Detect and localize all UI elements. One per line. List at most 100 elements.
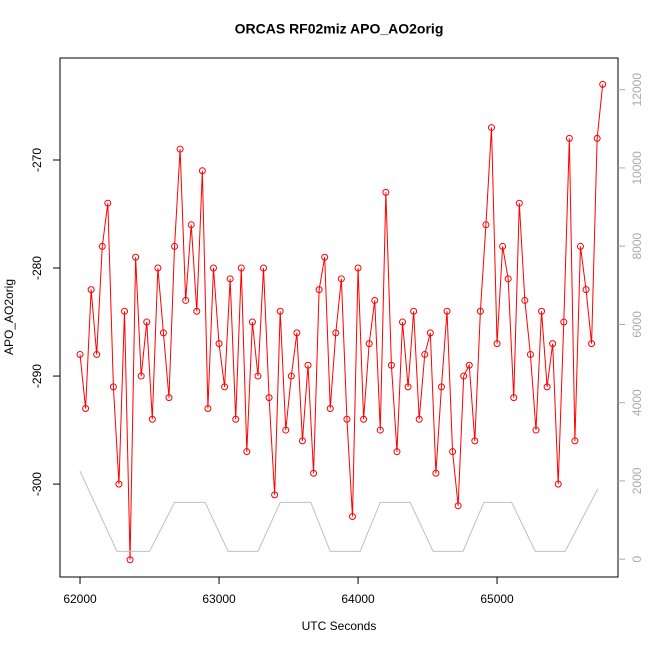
point <box>326 404 334 412</box>
point <box>243 448 251 456</box>
point <box>487 124 495 132</box>
x-tick-label: 63000 <box>202 592 236 606</box>
y2-tick-label: 0 <box>630 556 644 563</box>
point <box>565 134 573 142</box>
point <box>365 340 373 348</box>
point <box>554 480 562 488</box>
point <box>204 404 212 412</box>
y2-tick-label: 2000 <box>630 467 644 494</box>
point <box>254 372 262 380</box>
x-axis-label: UTC Seconds <box>302 619 377 633</box>
point <box>232 415 240 423</box>
point <box>98 242 106 250</box>
point <box>321 253 329 261</box>
point <box>410 307 418 315</box>
point <box>176 145 184 153</box>
point <box>437 383 445 391</box>
point <box>399 318 407 326</box>
point <box>287 372 295 380</box>
point <box>415 415 423 423</box>
point <box>310 469 318 477</box>
point <box>193 307 201 315</box>
point <box>449 448 457 456</box>
point <box>282 426 290 434</box>
point <box>332 329 340 337</box>
point <box>387 361 395 369</box>
point <box>560 318 568 326</box>
point <box>159 329 167 337</box>
series-line <box>79 470 599 552</box>
y2-tick-label: 8000 <box>630 233 644 260</box>
point <box>148 415 156 423</box>
point <box>504 275 512 283</box>
y-axis-label: APO_AO2orig <box>2 279 16 355</box>
point <box>248 318 256 326</box>
point <box>432 469 440 477</box>
point <box>215 340 223 348</box>
point <box>276 307 284 315</box>
point <box>582 286 590 294</box>
point <box>226 275 234 283</box>
point <box>360 415 368 423</box>
point <box>371 296 379 304</box>
point <box>532 426 540 434</box>
point <box>426 329 434 337</box>
x-tick-label: 64000 <box>341 592 375 606</box>
point <box>315 286 323 294</box>
point <box>571 437 579 445</box>
point <box>499 242 507 250</box>
point <box>209 264 217 272</box>
point <box>482 221 490 229</box>
y2-tick-label: 12000 <box>630 73 644 107</box>
y-tick-label: -280 <box>30 256 44 280</box>
point <box>337 275 345 283</box>
point <box>549 340 557 348</box>
point <box>187 221 195 229</box>
point <box>476 307 484 315</box>
y2-tick-label: 4000 <box>630 389 644 416</box>
point <box>599 80 607 88</box>
point <box>471 437 479 445</box>
y2-tick-label: 6000 <box>630 311 644 338</box>
x-tick-label: 65000 <box>480 592 514 606</box>
y2-tick-label: 10000 <box>630 151 644 185</box>
point <box>104 199 112 207</box>
point <box>460 372 468 380</box>
point <box>493 340 501 348</box>
point <box>421 350 429 358</box>
point <box>87 286 95 294</box>
point <box>538 307 546 315</box>
series-line <box>79 84 604 560</box>
point <box>171 242 179 250</box>
point <box>376 426 384 434</box>
point <box>576 242 584 250</box>
point <box>260 264 268 272</box>
point <box>165 394 173 402</box>
point <box>588 340 596 348</box>
point <box>443 307 451 315</box>
point <box>343 415 351 423</box>
point <box>154 264 162 272</box>
plot-frame <box>59 57 619 578</box>
point <box>137 372 145 380</box>
point <box>271 491 279 499</box>
point <box>293 329 301 337</box>
point <box>82 404 90 412</box>
point <box>126 556 134 564</box>
point <box>143 318 151 326</box>
point <box>382 188 390 196</box>
point <box>237 264 245 272</box>
point <box>298 437 306 445</box>
y-tick-label: -270 <box>30 148 44 172</box>
point <box>182 296 190 304</box>
point <box>515 199 523 207</box>
point <box>526 350 534 358</box>
point <box>221 383 229 391</box>
y-tick-label: -300 <box>30 472 44 496</box>
point <box>521 296 529 304</box>
point <box>593 134 601 142</box>
point <box>109 383 117 391</box>
point <box>198 167 206 175</box>
chart-title: ORCAS RF02miz APO_AO2orig <box>235 21 444 37</box>
